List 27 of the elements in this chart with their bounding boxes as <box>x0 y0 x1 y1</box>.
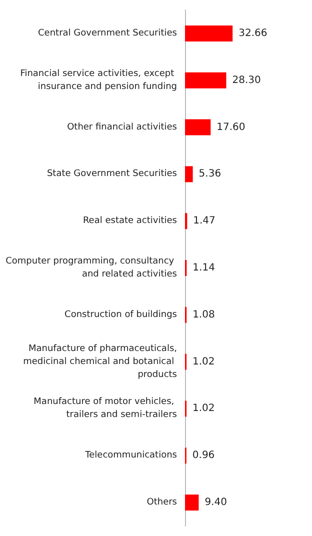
bar <box>185 25 233 42</box>
y-tick-label: Construction of buildings <box>64 310 178 320</box>
y-tick-label: State Government Securities <box>46 169 178 180</box>
y-tick-label: Financial service activities, except insurance and pension funding <box>20 68 177 92</box>
bar <box>185 494 199 511</box>
y-tick-label: Real estate activities <box>82 216 178 226</box>
y-tick-label: Other financial activities <box>67 122 178 132</box>
data-label: 32.66 <box>238 28 268 39</box>
data-label: 1.47 <box>193 216 216 227</box>
y-tick-label: Manufacture of pharmaceuticals,medicinal chemical and botanical products <box>23 344 178 380</box>
y-tick-label: Computer programming, consultancy and related activities <box>6 256 178 280</box>
y-tick-label: Manufacture of motor vehicles, trailers and semi-trailers <box>34 397 178 420</box>
data-label: 0.96 <box>192 450 215 462</box>
y-tick-label: Telecommunications <box>84 450 178 461</box>
data-label: 9.40 <box>204 497 227 508</box>
data-label: 1.14 <box>192 262 215 274</box>
y-tick-label: Central Government Securities <box>38 28 178 38</box>
data-label: 5.36 <box>198 168 222 180</box>
y-tick-label: Others <box>146 498 178 508</box>
data-label: 28.30 <box>232 74 261 86</box>
bar <box>185 72 226 88</box>
data-label: 17.60 <box>216 122 246 133</box>
data-label: 1.02 <box>192 356 215 368</box>
data-label: 1.02 <box>192 403 215 414</box>
bar <box>185 166 193 182</box>
bar <box>185 119 211 136</box>
data-label: 1.08 <box>192 309 215 320</box>
